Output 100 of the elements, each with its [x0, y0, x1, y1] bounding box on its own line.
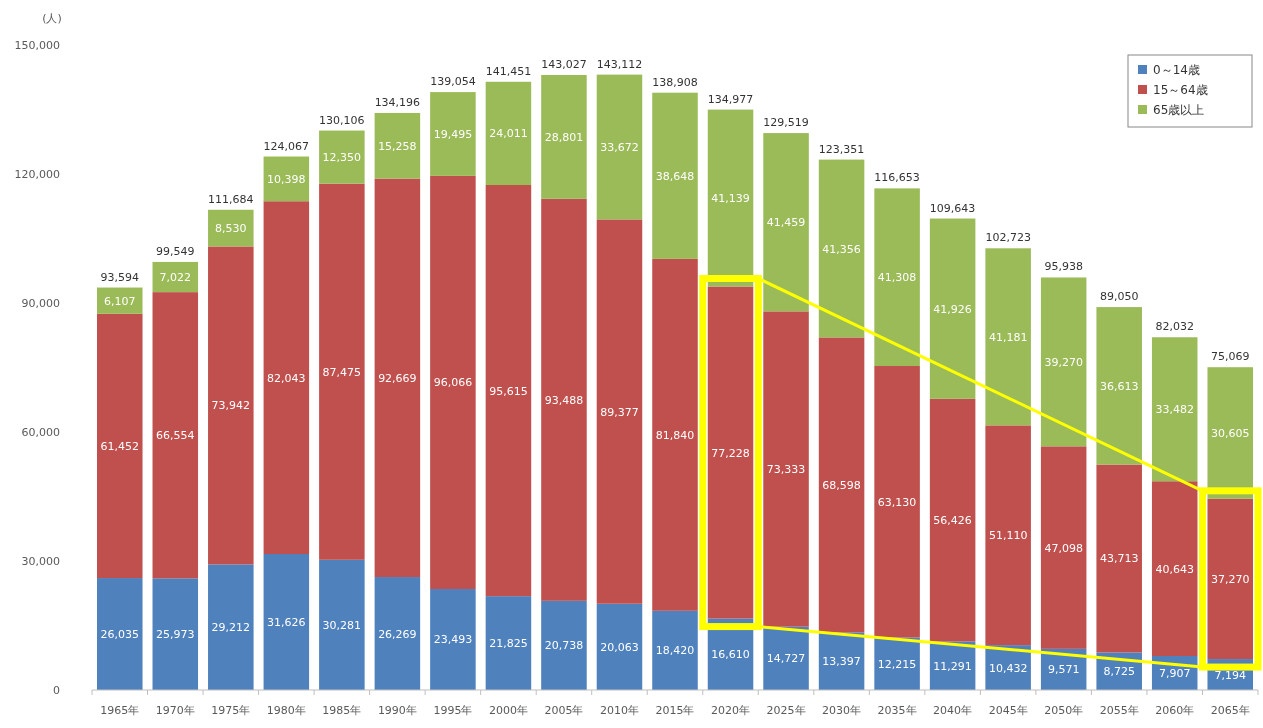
data-label: 41,181 [988, 330, 1028, 344]
bar [152, 578, 199, 690]
data-label: 19,495 [433, 127, 473, 141]
total-label: 75,069 [1210, 350, 1250, 364]
data-label: 39,270 [1044, 355, 1083, 369]
total-label: 134,977 [707, 92, 754, 106]
x-tick-label: 2030年 [822, 704, 862, 717]
data-label: 33,672 [600, 141, 639, 155]
data-label: 16,610 [711, 648, 750, 662]
x-tick-label: 1980年 [266, 704, 306, 717]
x-tick-label: 2010年 [599, 704, 639, 717]
data-label: 81,840 [655, 428, 695, 442]
bar [596, 603, 643, 690]
bar [874, 366, 920, 638]
bar [485, 185, 532, 597]
total-label: 143,112 [596, 57, 643, 71]
bar [541, 600, 587, 690]
data-label: 7,022 [159, 271, 192, 285]
data-label: 82,043 [267, 371, 306, 385]
bar [263, 201, 310, 555]
bar [208, 564, 254, 690]
total-label: 95,938 [1044, 260, 1083, 274]
data-label: 41,356 [822, 242, 861, 256]
data-label: 9,571 [1047, 663, 1080, 677]
x-tick-label: 1975年 [211, 704, 251, 717]
bar [763, 626, 809, 690]
bar [818, 337, 865, 633]
bar [985, 425, 1031, 646]
data-label: 21,825 [489, 637, 528, 651]
data-label: 96,066 [433, 376, 473, 390]
legend-label: 65歳以上 [1153, 103, 1205, 117]
total-label: 141,451 [485, 64, 532, 78]
data-label: 15,258 [378, 139, 417, 153]
data-label: 26,035 [100, 628, 140, 642]
bar [541, 198, 587, 601]
data-label: 28,801 [544, 130, 584, 144]
bar [652, 610, 698, 690]
y-tick-label: 150,000 [14, 39, 60, 52]
data-label: 24,011 [489, 127, 528, 141]
x-tick-label: 1990年 [377, 704, 417, 717]
bar [1096, 307, 1142, 465]
data-label: 92,669 [378, 371, 417, 385]
bar [929, 218, 976, 399]
data-label: 89,377 [600, 405, 639, 419]
total-label: 89,050 [1099, 290, 1139, 304]
bar [430, 588, 476, 690]
total-label: 111,684 [208, 192, 254, 206]
x-tick-label: 2035年 [877, 704, 917, 717]
total-label: 134,196 [374, 95, 421, 109]
bar [319, 559, 365, 690]
bar [319, 130, 365, 184]
bar [208, 209, 254, 247]
data-label: 18,420 [655, 644, 695, 658]
y-tick-label: 0 [53, 684, 60, 697]
y-tick-label: 90,000 [21, 297, 60, 310]
x-tick-label: 1970年 [155, 704, 195, 717]
data-label: 12,350 [322, 151, 362, 165]
data-label: 87,475 [322, 365, 362, 379]
data-label: 41,308 [877, 271, 917, 285]
data-label: 25,973 [156, 628, 195, 642]
bar [1151, 337, 1198, 482]
bar [97, 578, 143, 690]
x-tick-label: 2025年 [766, 704, 806, 717]
bar [485, 81, 532, 186]
bar [319, 183, 365, 560]
bar [430, 175, 476, 589]
data-label: 30,281 [322, 618, 362, 632]
total-label: 99,549 [156, 244, 195, 258]
bar [263, 554, 310, 690]
data-label: 29,212 [211, 621, 251, 635]
x-tick-label: 1995年 [433, 704, 473, 717]
total-label: 109,643 [929, 201, 976, 215]
total-label: 138,908 [652, 75, 698, 89]
data-label: 47,098 [1044, 541, 1083, 555]
data-label: 12,215 [877, 657, 917, 671]
data-label: 43,713 [1099, 552, 1139, 566]
y-tick-label: 120,000 [14, 168, 60, 181]
legend-label: 15～64歳 [1153, 83, 1208, 97]
bar [152, 292, 199, 579]
data-label: 26,269 [378, 627, 417, 641]
total-label: 102,723 [985, 231, 1031, 245]
bar [596, 74, 643, 220]
data-label: 33,482 [1155, 403, 1194, 417]
x-tick-label: 2040年 [933, 704, 973, 717]
total-label: 130,106 [319, 113, 365, 127]
data-label: 73,333 [766, 463, 806, 477]
x-tick-label: 2015年 [655, 704, 695, 717]
data-label: 40,643 [1155, 562, 1194, 576]
bar [374, 178, 421, 578]
data-label: 7,194 [1214, 668, 1246, 682]
data-label: 11,291 [933, 659, 972, 673]
data-label: 20,738 [544, 639, 584, 653]
data-label: 63,130 [877, 495, 917, 509]
x-tick-label: 2050年 [1044, 704, 1084, 717]
total-label: 143,027 [541, 57, 587, 71]
x-tick-label: 2000年 [488, 704, 528, 717]
y-tick-label: 30,000 [21, 555, 60, 568]
data-label: 10,432 [988, 661, 1028, 675]
total-label: 116,653 [874, 171, 920, 185]
y-axis-title: (人) [42, 12, 62, 25]
